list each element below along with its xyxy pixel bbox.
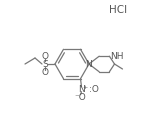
Text: S: S: [42, 60, 48, 69]
Text: N: N: [86, 60, 92, 69]
Text: N: N: [78, 85, 85, 93]
Text: +: +: [82, 85, 88, 89]
Text: NH: NH: [110, 51, 124, 60]
Text: :O: :O: [89, 85, 98, 93]
Text: HCl: HCl: [109, 5, 127, 15]
Text: O: O: [41, 52, 49, 61]
Text: ⁻O: ⁻O: [75, 92, 86, 101]
Text: O: O: [41, 68, 49, 77]
